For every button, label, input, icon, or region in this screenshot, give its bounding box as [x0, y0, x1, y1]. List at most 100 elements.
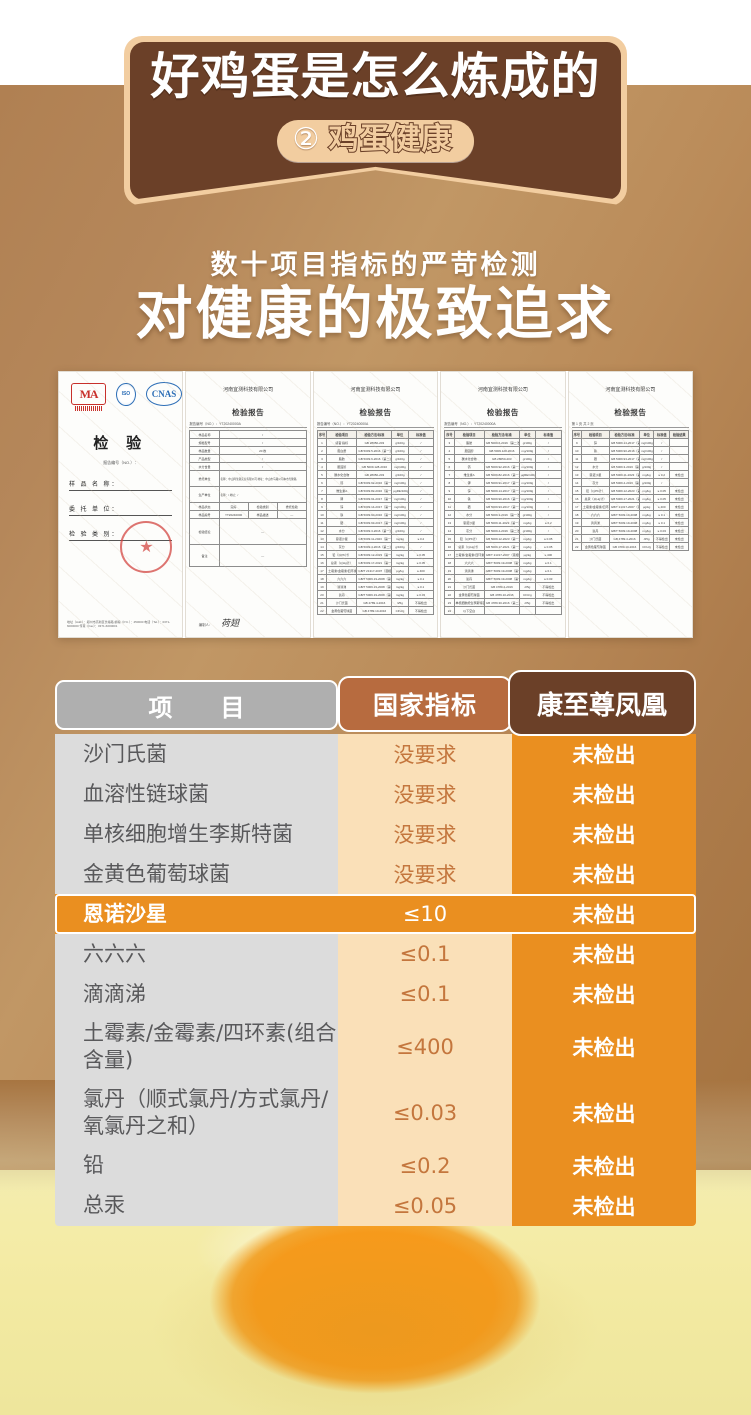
- certificate-title-text: 检验报告: [232, 408, 265, 417]
- cell: GB 5009.6-2016（第二法）: [356, 454, 393, 463]
- cell: 17: [571, 502, 582, 511]
- cell: 滴滴涕: [580, 518, 610, 527]
- cell: [669, 438, 690, 447]
- table-row: 水分含量 /: [189, 462, 307, 471]
- cell: mg/kg: [518, 542, 537, 551]
- table-row: 5 碳水化合物 GB 28050-203 g/100g /: [444, 454, 562, 463]
- row-value: YT20240000: [218, 510, 249, 519]
- table-header-row: 序号 检验项目 检验方法/标准 单位 标准值: [316, 430, 435, 439]
- cell: 18: [444, 558, 455, 567]
- cell: mg/kg: [639, 526, 655, 535]
- certificate-page-4[interactable]: 河南宜测科技有限公司 检验报告 第 1 页 共 2 页 序号 检验项目 检验方法…: [567, 371, 694, 638]
- cell: 锌: [453, 486, 485, 495]
- cell: 3: [444, 438, 455, 447]
- cell: GB/T 5009.19-2008（第一法）: [483, 574, 520, 583]
- cell-item: 土霉素/金霉素/四环素(组合含量): [55, 1014, 338, 1080]
- cell: 21: [316, 598, 328, 607]
- cell: GB 5009.82-2016（第一法）: [483, 470, 520, 479]
- cell: 维生素A: [453, 470, 485, 479]
- cell: 硒: [580, 454, 610, 463]
- col-standard: 标准值: [653, 430, 671, 439]
- cell: 23: [444, 598, 455, 607]
- cell: /: [535, 494, 562, 503]
- row-label: 检验结论: [189, 518, 220, 545]
- cell: GB/T 5009.19-2008（第一法）: [483, 566, 520, 575]
- cell: /: [407, 462, 435, 471]
- cell-item: 血溶性链球菌: [55, 774, 338, 814]
- row-value: /: [218, 454, 307, 463]
- cell: 水分: [453, 510, 485, 519]
- cell: [518, 606, 537, 615]
- cell: mg/100g: [518, 478, 537, 487]
- cell: 锌: [326, 502, 358, 511]
- table-row: 22 金黄色葡萄球菌 GB 4789.10-2016 CFU/g 不得检出: [444, 590, 562, 599]
- cell: ≤ 0.05: [653, 486, 671, 495]
- cell: GB 28050-203: [356, 438, 393, 447]
- banner-badge-label: 鸡蛋健康: [327, 122, 453, 157]
- cell: GB 5009.12-2023（第一法）: [356, 550, 393, 559]
- cell: 碳水化合物: [326, 470, 358, 479]
- cell: /: [653, 462, 671, 471]
- cell: 16: [444, 542, 455, 551]
- cell-item: 六六六: [55, 934, 338, 974]
- cell: GB 5009.93-2017（第一法）: [356, 518, 393, 527]
- cell: ≤ 0.1: [407, 582, 435, 591]
- cell: 8: [444, 478, 455, 487]
- table-row: 15铅（以Pb计）GB 5009.12-2023（第一法）mg/kg≤ 0.05: [444, 534, 562, 543]
- cell-brand-result: 未检出: [512, 774, 696, 814]
- cell: 胆固醇: [326, 462, 358, 471]
- cell: 脂肪: [453, 438, 485, 447]
- cell: GB 4789.10-2016: [483, 590, 520, 599]
- certificate-cover[interactable]: MA ISO CNAS 检 验 报告编号（NO.）： 样 品 名 称： 委 托 …: [58, 371, 184, 638]
- cell: GB/T 5009.19-2008（第一法）: [356, 582, 393, 591]
- row-value-2: 委托检验: [276, 502, 307, 511]
- cell: mg/kg: [518, 574, 537, 583]
- cell: 铁: [580, 446, 610, 455]
- table-row: 滴滴涕 ≤0.1 未检出: [55, 974, 696, 1014]
- cell: GB 5009.12-2023（第一法）: [608, 486, 641, 495]
- cell: GB 5009.17-2021（第一法 第一法）: [483, 542, 520, 551]
- certificate-page-1[interactable]: 河南宜测科技有限公司 检验报告 报告编号（NO.）：YT20240000A 样品…: [185, 371, 311, 638]
- row-value: 名称：/ 地址：/: [218, 486, 307, 503]
- cell: 不得检出: [407, 606, 435, 615]
- certificate-page-3[interactable]: 河南宜测科技有限公司 检验报告 报告编号（NO.）：YT20240000A 序号…: [440, 371, 566, 638]
- cell: mg/kg: [391, 590, 409, 599]
- table-row: 沙门氏菌 没要求 未检出: [55, 734, 696, 774]
- cell: mg/kg: [639, 518, 655, 527]
- certificate-signature: 荷翅: [220, 618, 239, 628]
- cell: mg/100g: [391, 478, 409, 487]
- row-label: 规格型号: [189, 438, 220, 447]
- cell: μg/kg: [391, 566, 409, 575]
- cell: GB 5009.90-2016（第一法）: [608, 446, 641, 455]
- results-table-body: 1 感官 指标 GB 28050-203 g/100g/2 蛋白质 GB 5009.5-2…: [316, 438, 435, 615]
- table-row: 24 以下空白: [444, 606, 562, 615]
- cell: 3: [316, 454, 328, 463]
- col-method: 检验方法/标准: [608, 430, 641, 439]
- cell: 6: [316, 478, 328, 487]
- table-row: 15铅（以Pb计）GB 5009.12-2023（第一法）mg/kg≤ 0.05…: [571, 486, 690, 495]
- cell: GB/T 21317-2007（液相色谱-质谱/质谱法）: [483, 550, 520, 559]
- cell: CFU/g: [518, 590, 537, 599]
- cell: 滴滴涕: [326, 582, 358, 591]
- cell: 恩诺沙星: [580, 470, 610, 479]
- certificate-footer-contact: 地址（Add.）：郑州市高新区长椿路 邮编（P.C.）：450000 电话（Te…: [67, 619, 171, 629]
- certificate-page-2[interactable]: 河南宜测科技有限公司 检验报告 报告编号（NO.）：YT20240000A 序号…: [312, 371, 439, 638]
- cell-brand-result: 未检出: [512, 1014, 696, 1080]
- certificate-title: 检验报告: [186, 407, 309, 418]
- cell: ≤ 0.1: [535, 566, 562, 575]
- cell: ≤ 0.05: [653, 494, 671, 503]
- cell-item: 氯丹（顺式氯丹/方式氯丹/氧氯丹之和）: [55, 1079, 338, 1146]
- cell: 不得检出: [653, 542, 671, 551]
- table-row: 金黄色葡萄球菌 没要求 未检出: [55, 854, 696, 894]
- cell: /: [653, 454, 671, 463]
- col-seq: 序号: [444, 430, 455, 439]
